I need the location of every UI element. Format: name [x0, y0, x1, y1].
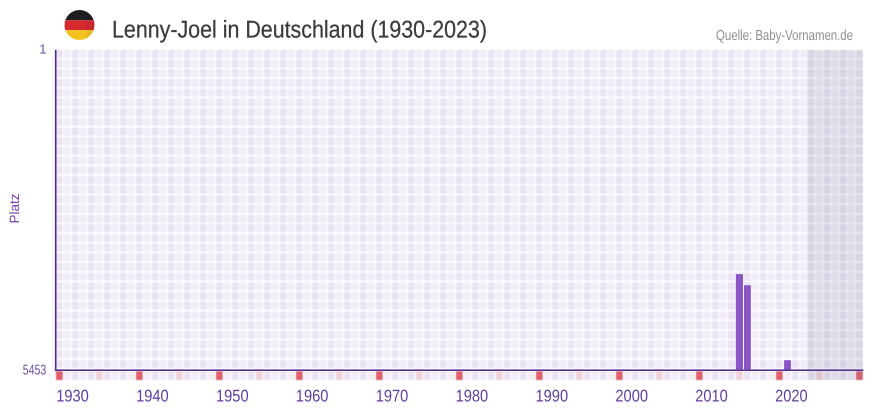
svg-text:2000: 2000	[615, 387, 648, 406]
svg-text:2010: 2010	[695, 387, 728, 406]
svg-text:Lenny-Joel in Deutschland (193: Lenny-Joel in Deutschland (1930-2023)	[112, 16, 487, 43]
svg-text:2020: 2020	[775, 387, 808, 406]
svg-text:1: 1	[39, 42, 46, 57]
svg-text:1960: 1960	[296, 387, 329, 406]
svg-text:1970: 1970	[376, 387, 409, 406]
svg-text:1930: 1930	[56, 387, 89, 406]
svg-text:5453: 5453	[23, 363, 47, 379]
svg-text:Platz: Platz	[7, 193, 22, 223]
svg-text:Quelle: Baby-Vornamen.de: Quelle: Baby-Vornamen.de	[716, 28, 853, 44]
svg-text:1990: 1990	[536, 387, 569, 406]
svg-text:1940: 1940	[136, 387, 169, 406]
svg-text:1950: 1950	[216, 387, 249, 406]
svg-text:1980: 1980	[456, 387, 489, 406]
